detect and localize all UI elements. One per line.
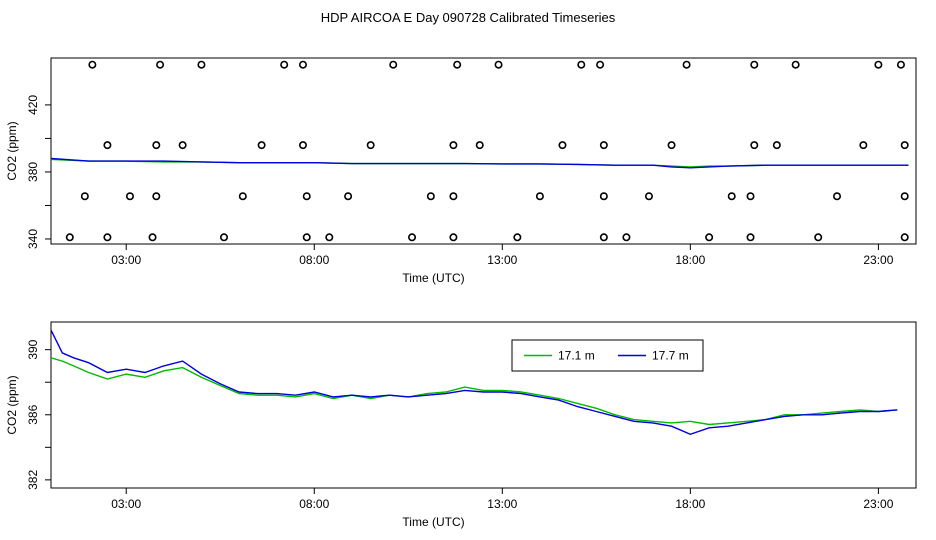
bottom-x-tick-label: 13:00 — [487, 497, 517, 511]
bottom-series-2-line — [50, 329, 898, 436]
top-marker-point — [103, 233, 112, 242]
bottom-series-1-line — [50, 357, 898, 426]
top-marker-point — [302, 233, 311, 242]
top-y-tick-label: 340 — [26, 229, 40, 249]
top-marker-point — [298, 141, 307, 150]
top-marker-point — [900, 192, 909, 201]
top-x-tick-label: 03:00 — [111, 253, 141, 267]
top-marker-point — [859, 141, 868, 150]
top-x-tick-label: 13:00 — [487, 253, 517, 267]
top-marker-point — [156, 60, 165, 69]
top-marker-point — [238, 192, 247, 201]
bottom-x-tick-label: 08:00 — [299, 497, 329, 511]
top-marker-point — [791, 60, 800, 69]
top-plot-frame — [50, 57, 917, 245]
top-marker-point — [298, 60, 307, 69]
chart-title: HDP AIRCOA E Day 090728 Calibrated Times… — [321, 10, 616, 25]
top-marker-point — [257, 141, 266, 150]
top-marker-point — [325, 233, 334, 242]
top-marker-point — [900, 141, 909, 150]
top-marker-point — [513, 233, 522, 242]
top-y-tick-label: 420 — [26, 95, 40, 115]
top-marker-point — [426, 192, 435, 201]
bottom-y-tick-label: 386 — [26, 404, 40, 424]
bottom-legend: 17.1 m 17.7 m — [511, 339, 704, 372]
top-marker-point — [148, 233, 157, 242]
top-marker-point — [682, 60, 691, 69]
top-marker-point — [449, 233, 458, 242]
bottom-plot-frame — [50, 321, 917, 489]
top-marker-point — [814, 233, 823, 242]
top-marker-point — [535, 192, 544, 201]
top-marker-point — [389, 60, 398, 69]
top-marker-point — [280, 60, 289, 69]
top-marker-point — [408, 233, 417, 242]
top-marker-point — [344, 192, 353, 201]
legend-label-1: 17.1 m — [558, 349, 595, 363]
bottom-y-tick-label: 382 — [26, 470, 40, 490]
top-marker-point — [750, 141, 759, 150]
bottom-x-tick-label: 03:00 — [111, 497, 141, 511]
top-marker-point — [65, 233, 74, 242]
top-marker-point — [103, 141, 112, 150]
top-marker-point — [302, 192, 311, 201]
panel-top: 03:00 08:00 13:00 18:00 23:00 340 380 420 Time (… — [5, 57, 917, 285]
top-x-tick-label: 23:00 — [863, 253, 893, 267]
top-marker-point — [874, 60, 883, 69]
top-x-axis-label: Time (UTC) — [402, 271, 464, 285]
top-y-axis-label: CO2 (ppm) — [5, 121, 19, 180]
top-marker-point — [577, 60, 586, 69]
bottom-x-axis-label: Time (UTC) — [402, 515, 464, 529]
top-marker-point — [750, 60, 759, 69]
bottom-x-tick-label: 23:00 — [863, 497, 893, 511]
top-marker-point — [622, 233, 631, 242]
top-marker-point — [833, 192, 842, 201]
top-series-2-line — [50, 157, 909, 169]
top-marker-point — [475, 141, 484, 150]
bottom-y-tick-label: 390 — [26, 339, 40, 359]
top-marker-point — [366, 141, 375, 150]
top-marker-point — [900, 233, 909, 242]
bottom-y-axis-label: CO2 (ppm) — [5, 375, 19, 434]
top-marker-point — [80, 192, 89, 201]
top-x-tick-label: 18:00 — [675, 253, 705, 267]
top-marker-point — [453, 60, 462, 69]
top-marker-point — [220, 233, 229, 242]
top-marker-point — [644, 192, 653, 201]
top-marker-point — [178, 141, 187, 150]
top-marker-point — [746, 233, 755, 242]
top-x-tick-label: 08:00 — [299, 253, 329, 267]
top-marker-point — [152, 141, 161, 150]
top-marker-point — [599, 141, 608, 150]
top-marker-point — [746, 192, 755, 201]
top-marker-point — [705, 233, 714, 242]
top-marker-point — [599, 192, 608, 201]
top-marker-point — [599, 233, 608, 242]
top-marker-point — [494, 60, 503, 69]
top-marker-point — [449, 141, 458, 150]
legend-label-2: 17.7 m — [652, 349, 689, 363]
top-marker-point — [558, 141, 567, 150]
top-marker-point — [152, 192, 161, 201]
top-marker-point — [727, 192, 736, 201]
bottom-x-tick-label: 18:00 — [675, 497, 705, 511]
top-marker-point — [449, 192, 458, 201]
top-y-tick-label: 380 — [26, 162, 40, 182]
top-marker-point — [88, 60, 97, 69]
top-marker-point — [125, 192, 134, 201]
top-marker-point — [772, 141, 781, 150]
top-marker-point — [667, 141, 676, 150]
top-marker-point — [596, 60, 605, 69]
top-marker-point — [896, 60, 905, 69]
panel-bottom: 03:00 08:00 13:00 18:00 23:00 382 386 390 Time (… — [5, 321, 917, 529]
top-marker-point — [197, 60, 206, 69]
